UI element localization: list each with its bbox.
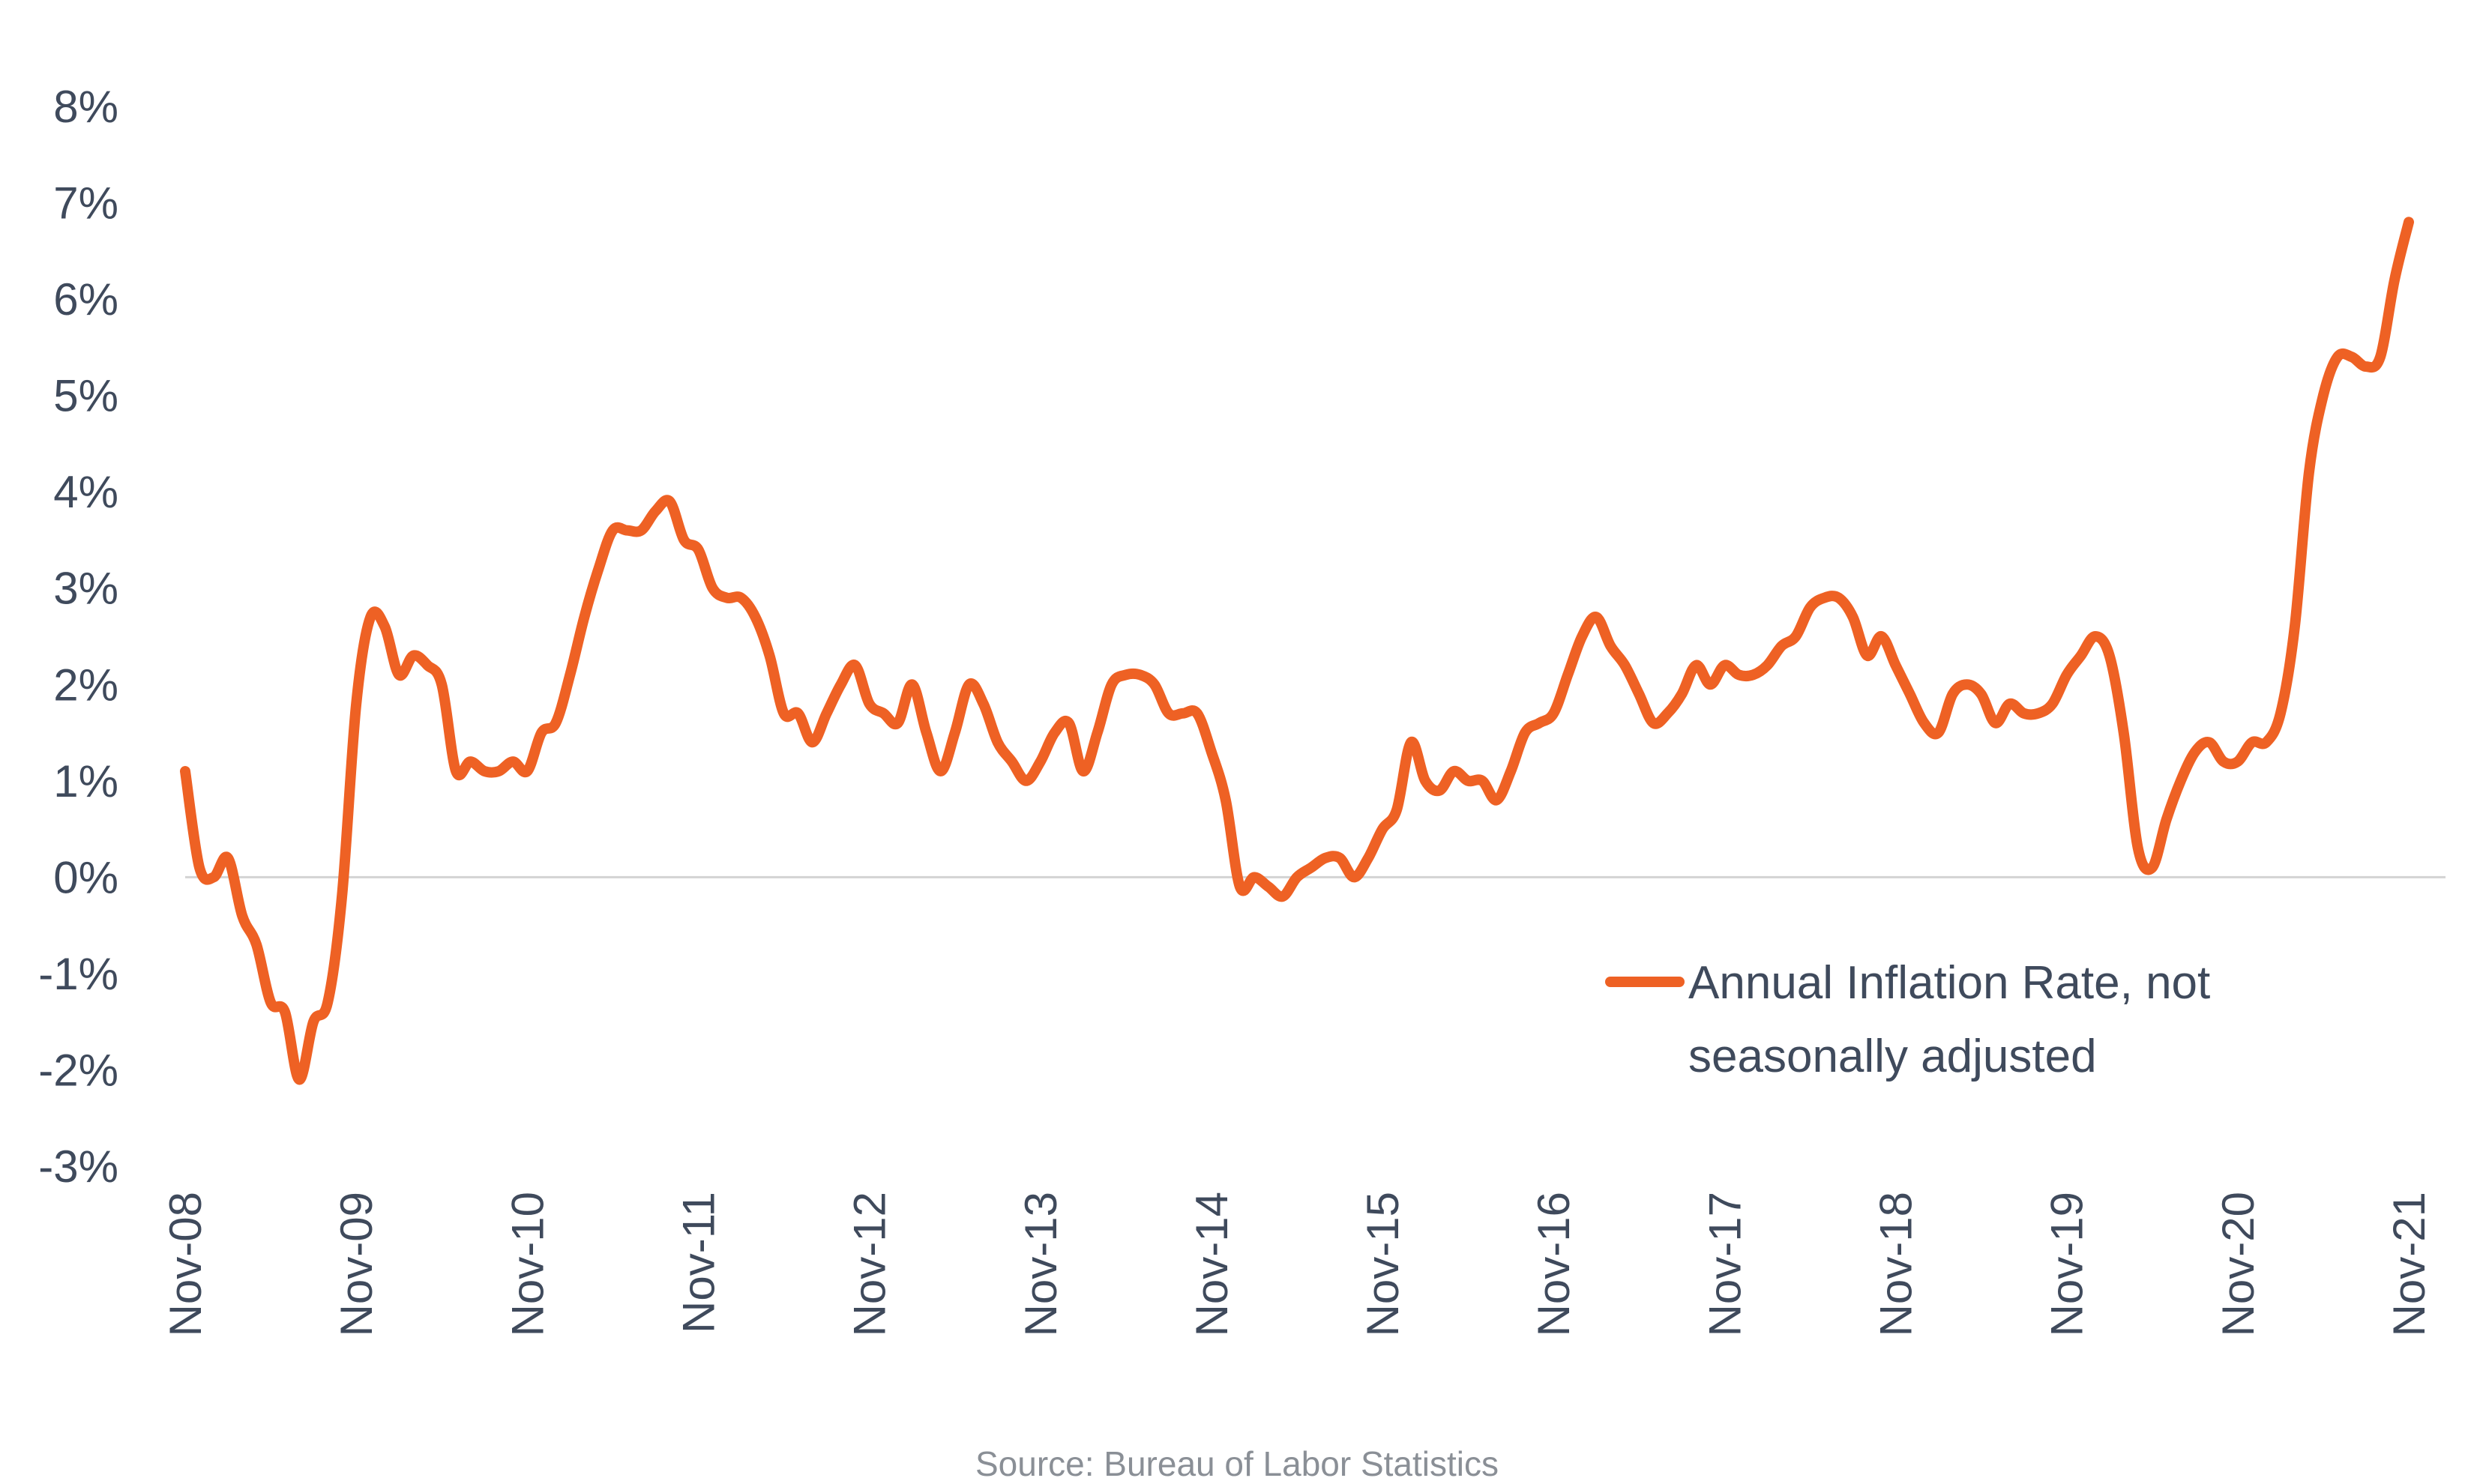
series-layer [180,217,2414,1085]
y-axis-tick-labels: 8% 7% 6% 5% 4% 3% 2% 1% 0% -1% -2% -3% [38,82,118,1192]
x-tick-label: Nov-21 [2384,1192,2434,1336]
legend: Annual Inflation Rate, not seasonally ad… [1605,957,2210,1082]
y-tick-label: 7% [53,178,118,229]
x-tick-label: Nov-13 [1016,1192,1066,1336]
x-tick-label: Nov-19 [2042,1192,2092,1336]
y-tick-label: -1% [38,949,118,999]
y-tick-label: 8% [53,82,118,132]
y-tick-label: 2% [53,660,118,710]
x-tick-label: Nov-12 [845,1192,895,1336]
y-tick-label: 6% [53,274,118,325]
legend-label-line-1: Annual Inflation Rate, not [1688,957,2210,1009]
y-tick-label: 4% [53,467,118,517]
x-tick-label: Nov-14 [1187,1192,1237,1336]
series-line-annual-inflation-rate [180,217,2414,1085]
x-tick-label: Nov-20 [2213,1192,2263,1336]
x-tick-label: Nov-17 [1700,1192,1750,1336]
y-tick-label: -3% [38,1141,118,1192]
x-tick-label: Nov-18 [1871,1192,1921,1336]
y-tick-label: 0% [53,852,118,902]
x-tick-label: Nov-11 [674,1192,724,1333]
x-tick-label: Nov-10 [502,1192,553,1336]
x-tick-label: Nov-09 [331,1192,382,1336]
y-tick-label: 3% [53,564,118,614]
y-tick-label: 1% [53,756,118,806]
x-tick-label: Nov-15 [1358,1192,1408,1336]
legend-label-line-2: seasonally adjusted [1688,1031,2097,1082]
source-note: Source: Bureau of Labor Statistics [975,1444,1499,1483]
y-tick-label: -2% [38,1045,118,1095]
x-tick-label: Nov-16 [1529,1192,1579,1336]
y-tick-label: 5% [53,371,118,421]
x-axis-tick-labels: Nov-08 Nov-09 Nov-10 Nov-11 Nov-12 Nov-13 Nov-… [160,1192,2434,1336]
x-tick-label: Nov-08 [160,1192,211,1336]
